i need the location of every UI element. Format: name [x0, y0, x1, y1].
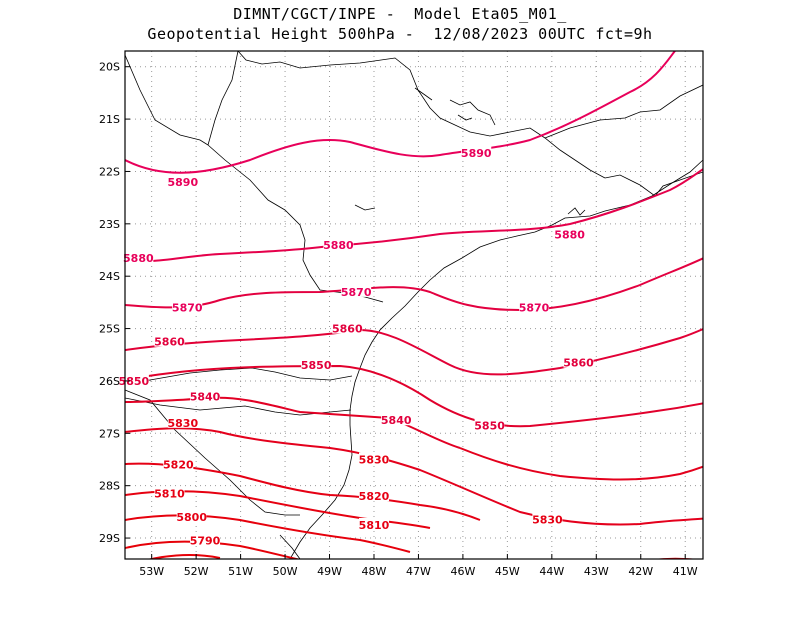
- contour-label: 5860: [154, 336, 185, 349]
- contour-label: 5870: [341, 286, 372, 299]
- contour-label: 5800: [176, 511, 207, 524]
- contour-label-bg: [554, 227, 585, 240]
- contour-label-bg: [323, 237, 354, 250]
- lat-tick-label: 25S: [99, 323, 120, 336]
- contour-label-bg: [563, 355, 594, 368]
- contour-label: 5880: [123, 252, 154, 265]
- contour-5880: [125, 167, 703, 263]
- contour-5870: [125, 257, 703, 312]
- contour-label: 5830: [359, 453, 390, 466]
- lon-tick-label: 45W: [495, 565, 520, 578]
- contour-label-bg: [461, 146, 492, 159]
- lat-tick-label: 23S: [99, 218, 120, 231]
- contour-5830: [125, 427, 703, 526]
- contour-label: 5850: [301, 359, 332, 372]
- contour-label-bg: [358, 452, 389, 465]
- contour-label: 5840: [381, 414, 412, 427]
- contour-label: 5820: [163, 459, 194, 472]
- contour-label: 5840: [190, 391, 221, 404]
- lat-tick-label: 20S: [99, 61, 120, 74]
- map-title-line-2: Geopotential Height 500hPa - 12/08/2023 …: [147, 25, 653, 43]
- contour-label-bg: [154, 486, 185, 499]
- lat-tick-label: 24S: [99, 270, 120, 283]
- contour-label-bg: [118, 373, 149, 386]
- lon-tick-label: 52W: [184, 565, 209, 578]
- lon-tick-label: 49W: [317, 565, 342, 578]
- lon-tick-label: 42W: [628, 565, 653, 578]
- contour-label-bg: [358, 489, 389, 502]
- contour-label-bg: [176, 510, 207, 523]
- contour-label: 5890: [167, 176, 198, 189]
- contour-labels: 5890 5890 5880 5880 5880 5870 5870 5870 5860 5860…: [118, 146, 594, 548]
- contour-5820: [125, 462, 481, 521]
- grid-lines: [125, 51, 703, 559]
- map-title-line-1: DIMNT/CGCT/INPE - Model Eta05_M01_: [233, 5, 567, 23]
- lat-tick-label: 29S: [99, 532, 120, 545]
- contour-5790: [125, 540, 301, 559]
- lon-tick-label: 48W: [362, 565, 387, 578]
- map-frame: [124, 50, 704, 560]
- contour-label-bg: [341, 284, 372, 297]
- contour-label-bg: [332, 321, 363, 334]
- contour-label: 5870: [519, 302, 550, 315]
- contour-label-bg: [172, 300, 203, 313]
- contour-label-bg: [519, 300, 550, 313]
- lat-tick-label: 21S: [99, 113, 120, 126]
- contour-label: 5830: [532, 514, 563, 527]
- contour-5830-east: [459, 447, 703, 481]
- contour-label: 5820: [359, 490, 390, 503]
- coastline-borders: [125, 51, 703, 559]
- contour-label: 5870: [172, 302, 203, 315]
- contour-label-bg: [123, 250, 154, 263]
- contour-label: 5850: [119, 375, 150, 388]
- contour-5840: [125, 396, 461, 449]
- lon-tick-label: 46W: [450, 565, 475, 578]
- lon-tick-label: 50W: [273, 565, 298, 578]
- lat-tick-label: 22S: [99, 165, 120, 178]
- lat-tick-label: 27S: [99, 427, 120, 440]
- contour-label: 5880: [323, 239, 354, 252]
- contour-label: 5890: [461, 147, 492, 160]
- contour-label-bg: [190, 389, 221, 402]
- lon-tick-label: 44W: [539, 565, 564, 578]
- contour-label-bg: [190, 533, 221, 546]
- contour-label-bg: [163, 457, 194, 470]
- contour-label: 5810: [154, 488, 185, 501]
- contour-label-bg: [532, 512, 563, 525]
- lon-tick-label: 51W: [228, 565, 253, 578]
- lon-tick-label: 41W: [673, 565, 698, 578]
- contour-5850: [125, 364, 703, 428]
- contour-5890-north: [125, 51, 677, 174]
- contour-label-bg: [358, 517, 389, 530]
- contour-label: 5790: [190, 535, 221, 548]
- axes: 20S 21S 22S 23S 24S 25S 26S 27S 28S 29S 53W 52W 51W 5…: [99, 61, 698, 578]
- lat-tick-label: 26S: [99, 375, 120, 388]
- lon-tick-label: 53W: [139, 565, 164, 578]
- contour-label-bg: [154, 334, 185, 347]
- contour-label-bg: [167, 174, 198, 187]
- contour-label-bg: [301, 358, 332, 371]
- contour-label-bg: [474, 418, 505, 431]
- lat-tick-label: 28S: [99, 480, 120, 493]
- contour-label-bg: [167, 415, 198, 428]
- contour-label: 5850: [474, 419, 505, 432]
- contour-label: 5810: [359, 519, 390, 532]
- contour-5780: [147, 554, 221, 559]
- contour-label: 5860: [563, 357, 594, 370]
- contour-label: 5880: [554, 228, 585, 241]
- contour-label: 5860: [332, 323, 363, 336]
- lon-tick-label: 47W: [406, 565, 431, 578]
- contour-label-bg: [381, 413, 412, 426]
- contour-label: 5830: [167, 417, 198, 430]
- contour-5860: [125, 327, 703, 376]
- lon-tick-label: 43W: [584, 565, 609, 578]
